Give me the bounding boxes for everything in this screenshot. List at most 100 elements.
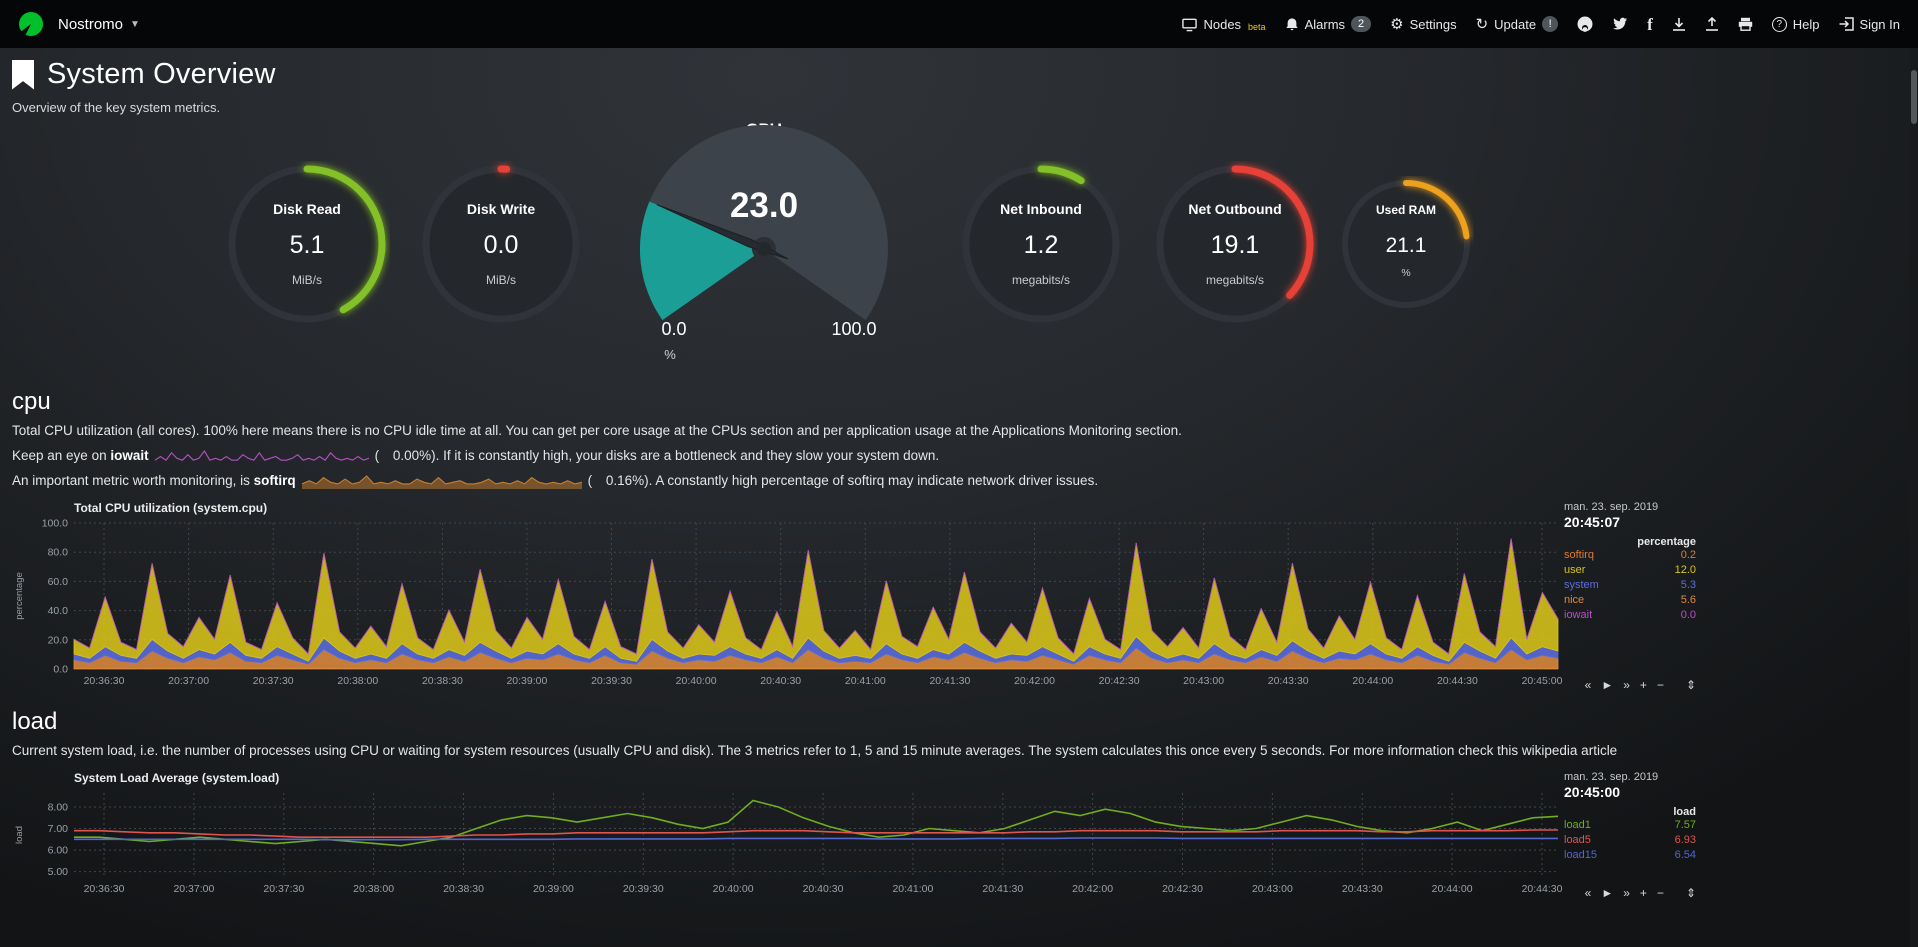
print-button[interactable] [1738,17,1753,31]
gauge-cpu[interactable]: CPU 23.0 0.0 100.0 % [614,119,914,374]
settings-label: Settings [1409,16,1457,32]
import-button[interactable] [1672,17,1686,32]
svg-text:40.0: 40.0 [48,605,69,617]
svg-text:20:37:30: 20:37:30 [253,675,294,687]
resize-handle[interactable]: ⇕ [1685,678,1696,692]
svg-text:20:45:00: 20:45:00 [1522,675,1563,687]
section-heading-load: load [12,708,58,735]
resize-handle[interactable]: ⇕ [1685,886,1696,900]
play-button[interactable]: ► [1601,678,1614,692]
gauge-title: Disk Read [273,201,341,217]
svg-text:8.00: 8.00 [48,802,69,814]
gauge-value: 23.0 [730,186,798,225]
svg-text:20:42:00: 20:42:00 [1072,883,1113,895]
pan-right-button[interactable]: » [1623,886,1630,900]
facebook-button[interactable]: f [1647,16,1653,33]
legend-item-user[interactable]: user 12.0 [1564,564,1696,576]
settings-button[interactable]: ⚙ Settings [1390,17,1456,32]
netdata-logo[interactable] [18,11,44,37]
gauge-arc [1342,180,1470,308]
svg-text:20:41:30: 20:41:30 [982,883,1023,895]
legend-item-load15[interactable]: load15 6.54 [1564,849,1696,861]
svg-text:60.0: 60.0 [48,576,69,588]
svg-text:20:38:00: 20:38:00 [337,675,378,687]
softirq-sparkline[interactable] [301,473,582,490]
svg-text:80.0: 80.0 [48,547,69,559]
main-content: System Overview Overview of the key syst… [0,48,1696,902]
svg-text:20:38:00: 20:38:00 [353,883,394,895]
svg-text:20:40:00: 20:40:00 [676,675,717,687]
gauge-value: 1.2 [1024,231,1059,259]
gauge-net-inbound[interactable]: Net Inbound 1.2 megabits/s [958,161,1124,332]
chart-canvas[interactable]: 8.00 7.00 6.00 5.00 20:36:30 20:37:00 20:37:30… [12,787,1564,897]
legend-item-nice[interactable]: nice 5.6 [1564,594,1696,606]
chart-time: 20:45:07 [1564,514,1621,530]
twitter-button[interactable] [1612,17,1628,31]
signin-button[interactable]: Sign In [1839,17,1900,32]
update-icon: ↻ [1475,15,1489,33]
chevron-down-icon: ▼ [130,18,140,30]
cpu-chart: Total CPU utilization (system.cpu) 100.0… [12,501,1696,694]
update-alert-badge: ! [1542,16,1559,32]
nodes-icon [1182,18,1198,31]
gauge-arc [228,165,386,323]
chart-legend: man. 23. sep. 2019 20:45:00 load load1 7… [1564,771,1696,902]
scrollbar-thumb[interactable] [1911,70,1917,124]
facebook-icon: f [1647,14,1653,34]
page-title: System Overview [47,58,276,90]
gauge-value: 19.1 [1211,231,1260,259]
gauge-used-ram[interactable]: Used RAM 21.1 % [1338,176,1474,317]
alarms-button[interactable]: Alarms 2 [1285,16,1372,32]
svg-text:0.0: 0.0 [53,664,68,676]
gauge-value: 21.1 [1386,234,1427,257]
zoom-in-button[interactable]: + [1639,886,1647,900]
svg-text:20:39:00: 20:39:00 [506,675,547,687]
load-description: Current system load, i.e. the number of … [12,743,1618,758]
gauge-disk-read[interactable]: Disk Read 5.1 MiB/s [224,161,390,332]
svg-text:7.00: 7.00 [48,823,69,835]
svg-text:load: load [14,826,25,844]
update-label: Update [1494,16,1537,32]
page-scrollbar[interactable] [1910,48,1918,947]
svg-text:20:41:30: 20:41:30 [929,675,970,687]
chart-canvas[interactable]: 100.0 80.0 60.0 40.0 20.0 0.0 20:36:30 20:37:00… [12,517,1564,689]
update-button[interactable]: ↻ Update ! [1476,16,1559,32]
sidebar-menu [1704,48,1910,947]
svg-text:20:44:00: 20:44:00 [1352,675,1393,687]
legend-item-load1[interactable]: load1 7.57 [1564,819,1696,831]
download-icon [1672,17,1685,31]
legend-item-softirq[interactable]: softirq 0.2 [1564,549,1696,561]
legend-item-load5[interactable]: load5 6.93 [1564,834,1696,846]
pan-left-button[interactable]: « [1584,678,1592,692]
chart-unit-label: load [1673,806,1696,818]
zoom-out-button[interactable]: − [1656,886,1664,900]
iowait-sparkline[interactable] [154,448,369,464]
svg-text:20:38:30: 20:38:30 [422,675,463,687]
gauge-unit: megabits/s [1012,273,1070,287]
play-button[interactable]: ► [1601,886,1614,900]
gauge-arc [962,165,1120,323]
bookmark-icon [12,59,34,90]
legend-item-iowait[interactable]: iowait 0.0 [1564,609,1696,621]
nodes-button[interactable]: Nodes beta [1182,17,1266,32]
github-button[interactable] [1577,16,1593,32]
svg-text:6.00: 6.00 [48,845,69,857]
pan-left-button[interactable]: « [1584,886,1592,900]
svg-text:20:42:30: 20:42:30 [1162,883,1203,895]
gauge-disk-write[interactable]: Disk Write 0.0 MiB/s [418,161,584,332]
github-icon [1577,16,1593,32]
zoom-out-button[interactable]: − [1656,678,1664,692]
chart-toolbar: « ► » + − ⇕ [1564,678,1696,692]
gauge-title: Disk Write [467,201,535,217]
gauge-value: 5.1 [290,231,325,259]
signin-icon [1839,17,1854,31]
pan-right-button[interactable]: » [1623,678,1630,692]
svg-text:20:40:30: 20:40:30 [760,675,801,687]
gauge-net-outbound[interactable]: Net Outbound 19.1 megabits/s [1152,161,1318,332]
help-button[interactable]: ? Help [1771,16,1820,32]
legend-item-system[interactable]: system 5.3 [1564,579,1696,591]
zoom-in-button[interactable]: + [1639,678,1647,692]
export-button[interactable] [1705,16,1719,32]
node-selector[interactable]: Nostromo ▼ [58,16,140,33]
gauge-unit: % [1401,267,1410,279]
